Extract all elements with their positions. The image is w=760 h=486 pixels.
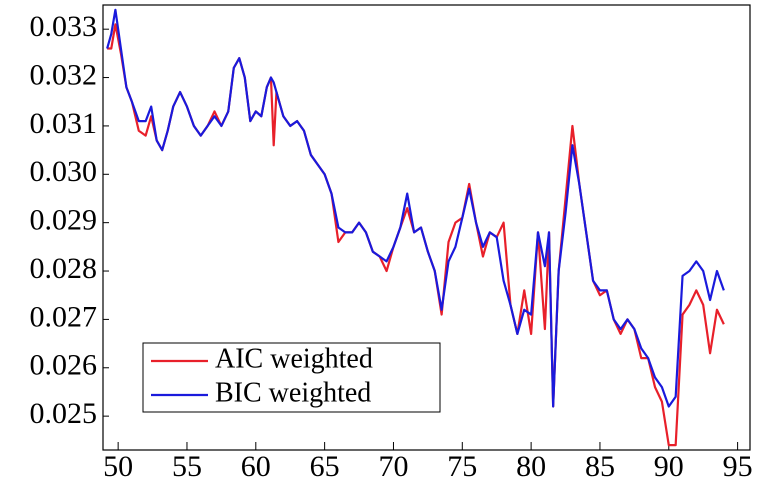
x-tick-label: 90 (654, 450, 684, 483)
x-tick-label: 50 (103, 450, 133, 483)
y-tick-label: 0.027 (30, 300, 98, 333)
y-tick-label: 0.028 (30, 252, 98, 285)
legend-box (142, 342, 441, 413)
x-tick-label: 60 (241, 450, 271, 483)
y-tick-label: 0.031 (30, 107, 98, 140)
x-tick-label: 70 (378, 450, 408, 483)
legend-label: BIC weighted (215, 377, 371, 408)
x-tick-label: 80 (516, 450, 546, 483)
y-tick-label: 0.032 (30, 58, 98, 91)
x-tick-label: 85 (585, 450, 615, 483)
x-tick-label: 55 (172, 450, 202, 483)
y-tick-label: 0.030 (30, 155, 98, 188)
y-tick-label: 0.025 (30, 397, 98, 430)
plot-frame (102, 4, 751, 451)
y-tick-label: 0.033 (30, 10, 98, 43)
data-line (106, 8, 725, 408)
x-tick-label: 95 (723, 450, 753, 483)
y-tick-label: 0.026 (30, 349, 98, 382)
y-tick-label: 0.029 (30, 204, 98, 237)
x-tick-label: 65 (310, 450, 340, 483)
x-tick-label: 75 (447, 450, 477, 483)
legend-label: AIC weighted (215, 343, 373, 374)
